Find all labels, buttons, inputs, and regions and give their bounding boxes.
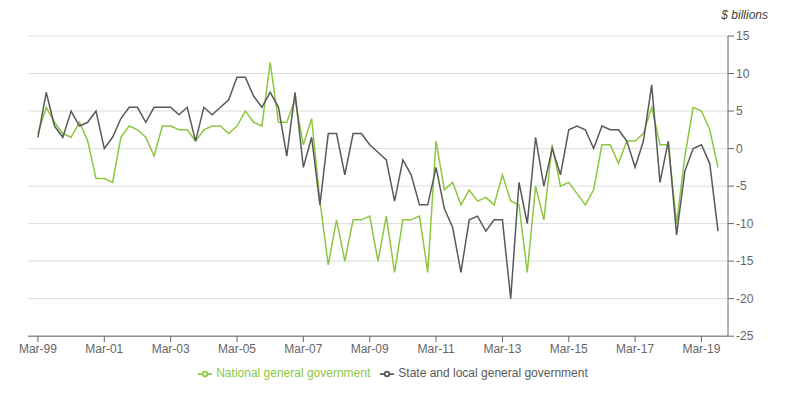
html-text:State and local general govern: State and local general government — [398, 366, 588, 381]
svg-text:Mar-01: Mar-01 — [85, 342, 123, 356]
svg-text:-15: -15 — [736, 254, 754, 268]
svg-text:5: 5 — [736, 104, 743, 118]
svg-text:10: 10 — [736, 67, 750, 81]
svg-text:Mar-07: Mar-07 — [284, 342, 322, 356]
svg-text:15: 15 — [736, 29, 750, 43]
svg-text:-5: -5 — [736, 179, 747, 193]
html-text:National general government: National general government — [216, 366, 371, 381]
svg-text:Mar-19: Mar-19 — [682, 342, 720, 356]
svg-text:Mar-09: Mar-09 — [351, 342, 389, 356]
svg-text:-25: -25 — [736, 329, 754, 343]
svg-text:Mar-15: Mar-15 — [550, 342, 588, 356]
svg-text:Mar-05: Mar-05 — [218, 342, 256, 356]
svg-text:-20: -20 — [736, 292, 754, 306]
svg-text:0: 0 — [736, 142, 743, 156]
svg-text:Mar-11: Mar-11 — [417, 342, 454, 356]
svg-text:Mar-03: Mar-03 — [152, 342, 190, 356]
svg-text:Mar-13: Mar-13 — [483, 342, 521, 356]
svg-text:-10: -10 — [736, 217, 754, 231]
svg-text:Mar-99: Mar-99 — [19, 342, 57, 356]
html-text:$ billions: $ billions — [721, 8, 768, 22]
svg-text:Mar-17: Mar-17 — [616, 342, 654, 356]
